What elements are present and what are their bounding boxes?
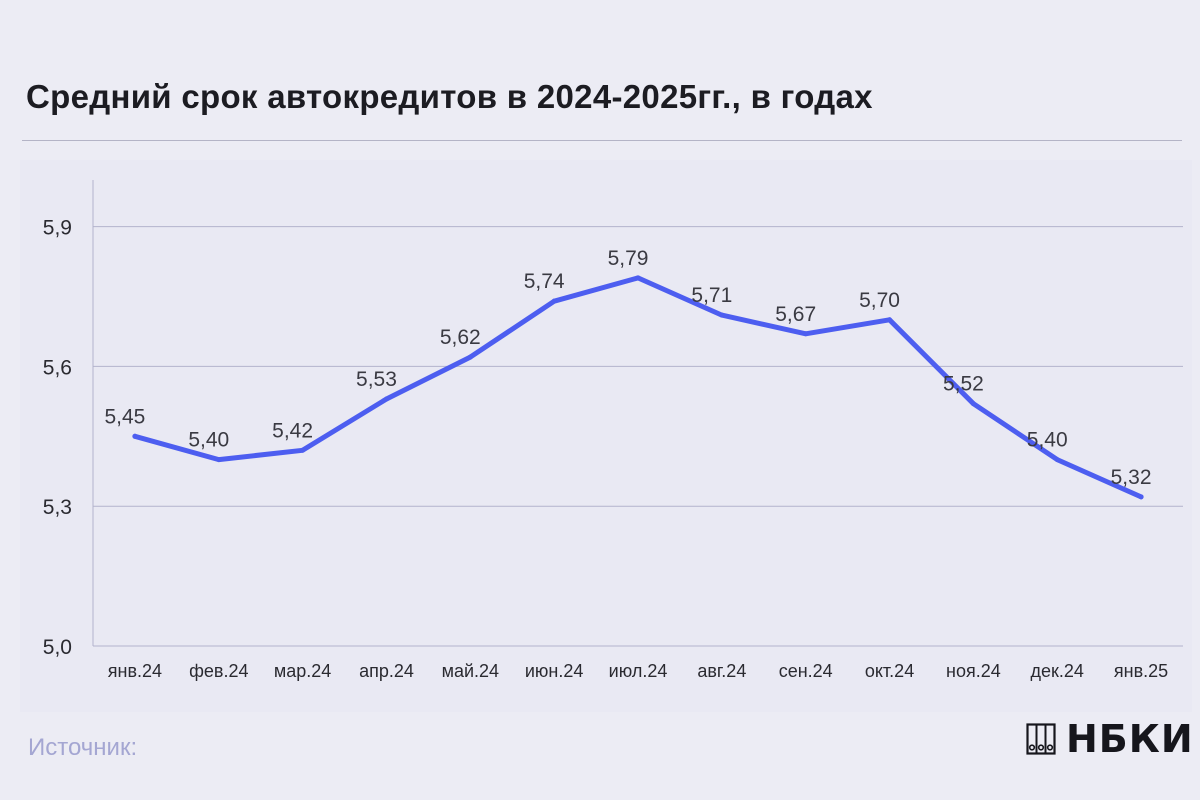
y-tick-label: 5,6 (43, 356, 72, 379)
data-label: 5,42 (272, 419, 313, 442)
data-point (1054, 457, 1060, 463)
data-label: 5,79 (608, 247, 649, 270)
data-label: 5,53 (356, 368, 397, 391)
data-label: 5,70 (859, 289, 900, 312)
logo-text: НБКИ (1066, 717, 1194, 761)
data-point (467, 354, 473, 360)
series-line (132, 275, 1144, 500)
y-tick-label: 5,9 (43, 217, 72, 240)
data-point (887, 317, 893, 323)
data-point (803, 331, 809, 337)
x-tick-label: янв.24 (108, 661, 162, 681)
x-tick-label: авг.24 (697, 661, 746, 681)
data-point (635, 275, 641, 281)
data-label: 5,74 (524, 270, 565, 293)
chart-panel: 5,0 5,3 5,6 5,9 янв.24 фев.24 мар.24 апр.24 май.… (20, 160, 1192, 712)
nbki-logo: НБКИ (1026, 720, 1194, 758)
data-point (383, 396, 389, 402)
data-point (300, 447, 306, 453)
data-label: 5,71 (691, 284, 732, 307)
x-tick-label: янв.25 (1114, 661, 1168, 681)
data-point (970, 401, 976, 407)
data-label: 5,32 (1111, 466, 1152, 489)
y-tick-label: 5,0 (43, 636, 72, 659)
x-tick-label: июн.24 (525, 661, 584, 681)
line-chart: 5,0 5,3 5,6 5,9 янв.24 фев.24 мар.24 апр.24 май.… (43, 180, 1183, 681)
x-tick-label: дек.24 (1031, 661, 1084, 681)
x-tick-label: ноя.24 (946, 661, 1001, 681)
x-tick-label: июл.24 (609, 661, 668, 681)
source-label: Источник: (28, 734, 138, 761)
x-tick-label: май.24 (442, 661, 499, 681)
data-point (551, 298, 557, 304)
data-label: 5,45 (104, 405, 145, 428)
x-tick-label: фев.24 (189, 661, 248, 681)
data-point (1138, 494, 1144, 500)
data-label: 5,52 (943, 373, 984, 396)
data-point (132, 433, 138, 439)
data-point (216, 457, 222, 463)
data-label: 5,40 (1027, 429, 1068, 452)
x-tick-label: апр.24 (359, 661, 414, 681)
y-tick-label: 5,3 (43, 496, 72, 519)
x-tick-label: окт.24 (865, 661, 914, 681)
x-tick-label: сен.24 (779, 661, 833, 681)
x-tick-label: мар.24 (274, 661, 331, 681)
logo-icon (1026, 723, 1056, 755)
data-label: 5,62 (440, 326, 481, 349)
data-label: 5,40 (188, 429, 229, 452)
title-divider (22, 140, 1182, 141)
data-point (719, 312, 725, 318)
chart-title: Средний срок автокредитов в 2024-2025гг.… (26, 78, 873, 115)
data-label: 5,67 (775, 303, 816, 326)
